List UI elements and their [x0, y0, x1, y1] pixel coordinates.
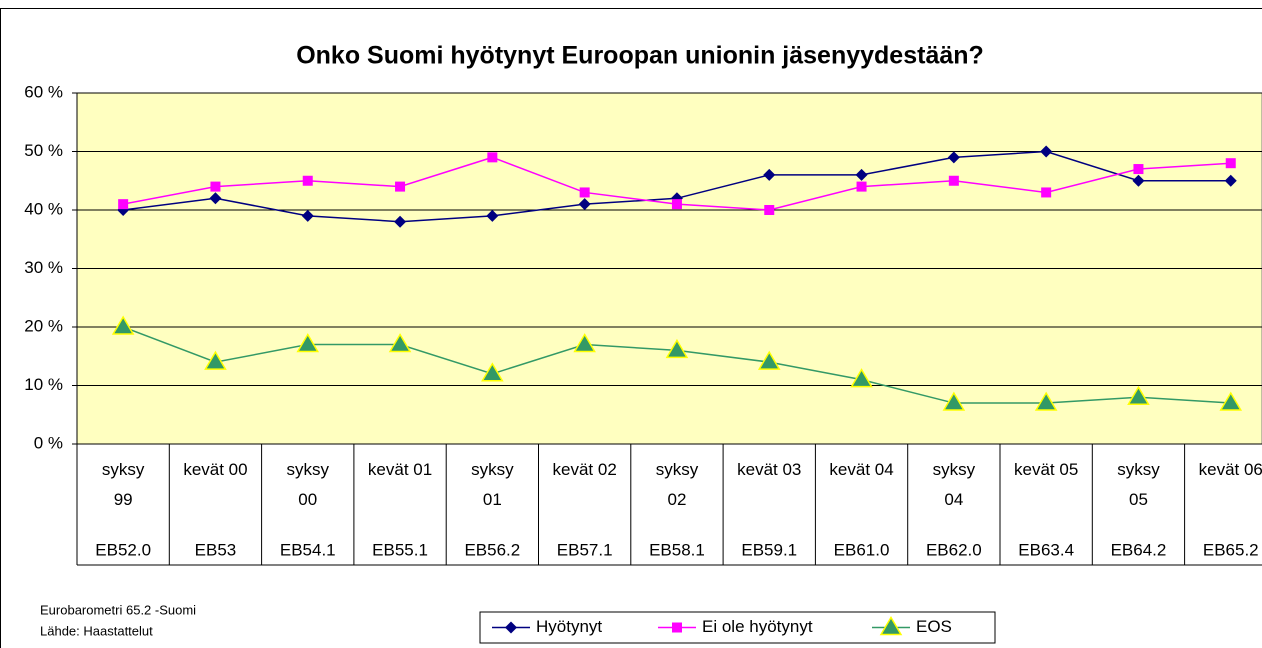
marker — [947, 151, 960, 164]
survey-code: EB59.1 — [741, 540, 797, 559]
marker — [573, 333, 596, 353]
legend-label: EOS — [916, 617, 952, 636]
marker — [1040, 145, 1053, 158]
x-tick-label: kevät 02 — [552, 460, 617, 479]
legend-label: Ei ole hyötynyt — [702, 617, 813, 636]
survey-code: EB61.0 — [834, 540, 890, 559]
y-tick-label: 60 % — [24, 82, 63, 101]
marker — [481, 362, 504, 382]
marker — [204, 350, 227, 370]
note: Eurobarometri 65.2 -Suomi — [40, 602, 196, 617]
marker — [1225, 158, 1236, 169]
note: Lähde: Haastattelut — [40, 623, 153, 638]
y-tick-label: 30 % — [24, 258, 63, 277]
marker — [665, 338, 689, 359]
marker — [757, 350, 781, 370]
marker — [209, 192, 222, 205]
y-tick-label: 0 % — [34, 433, 63, 452]
marker — [388, 333, 412, 353]
survey-code: EB52.0 — [95, 540, 151, 559]
survey-code: EB63.4 — [1018, 540, 1074, 559]
marker — [1034, 391, 1058, 411]
marker — [302, 175, 313, 186]
chart-title: Onko Suomi hyötynyt Euroopan unionin jäs… — [296, 42, 984, 70]
marker — [763, 168, 776, 181]
survey-code: EB57.1 — [557, 540, 613, 559]
marker — [301, 209, 314, 222]
marker — [764, 205, 775, 215]
legend-marker — [505, 621, 517, 634]
survey-code: EB55.1 — [372, 540, 428, 559]
survey-code: EB62.0 — [926, 540, 982, 559]
marker — [394, 215, 407, 228]
marker — [1132, 174, 1145, 187]
x-tick-label: syksy 01 — [471, 460, 514, 509]
marker — [1127, 385, 1150, 405]
marker — [1041, 187, 1052, 198]
survey-code: EB64.2 — [1111, 540, 1167, 559]
marker — [579, 187, 590, 198]
y-tick-label: 50 % — [24, 141, 63, 160]
marker — [296, 333, 320, 353]
survey-code: EB56.2 — [464, 540, 520, 559]
marker — [1219, 391, 1243, 411]
x-tick-label: kevät 05 — [1014, 460, 1079, 479]
marker — [111, 315, 135, 335]
marker — [1133, 164, 1144, 175]
marker — [855, 168, 868, 181]
x-tick-label: kevät 00 — [183, 460, 248, 479]
survey-code: EB53 — [195, 540, 237, 559]
legend-label: Hyötynyt — [536, 617, 602, 636]
marker — [942, 391, 966, 411]
y-tick-label: 10 % — [24, 375, 63, 394]
x-tick-label: syksy 02 — [655, 460, 699, 509]
survey-code: EB58.1 — [649, 540, 705, 559]
x-tick-label: kevät 04 — [829, 460, 894, 479]
marker — [850, 368, 873, 388]
marker — [210, 181, 221, 192]
marker — [486, 209, 499, 222]
legend-marker — [879, 616, 903, 636]
y-tick-label: 40 % — [24, 199, 63, 218]
marker — [856, 181, 867, 192]
x-tick-label: kevät 06 — [1198, 460, 1262, 479]
survey-code: EB65.2 — [1203, 540, 1259, 559]
marker — [118, 199, 129, 210]
x-tick-label: kevät 03 — [737, 460, 802, 479]
y-tick-label: 20 % — [24, 316, 63, 335]
marker — [487, 152, 498, 163]
survey-code: EB54.1 — [280, 540, 336, 559]
marker — [395, 181, 406, 192]
legend-marker — [672, 622, 682, 633]
marker — [948, 175, 959, 186]
x-tick-label: syksy 00 — [286, 460, 329, 509]
marker — [1224, 174, 1237, 187]
x-tick-label: kevät 01 — [367, 460, 433, 479]
marker — [578, 198, 591, 211]
x-tick-label: syksy 99 — [101, 460, 145, 509]
x-tick-label: syksy 05 — [1117, 460, 1160, 509]
marker — [671, 199, 682, 210]
x-tick-label: syksy 04 — [932, 460, 976, 509]
